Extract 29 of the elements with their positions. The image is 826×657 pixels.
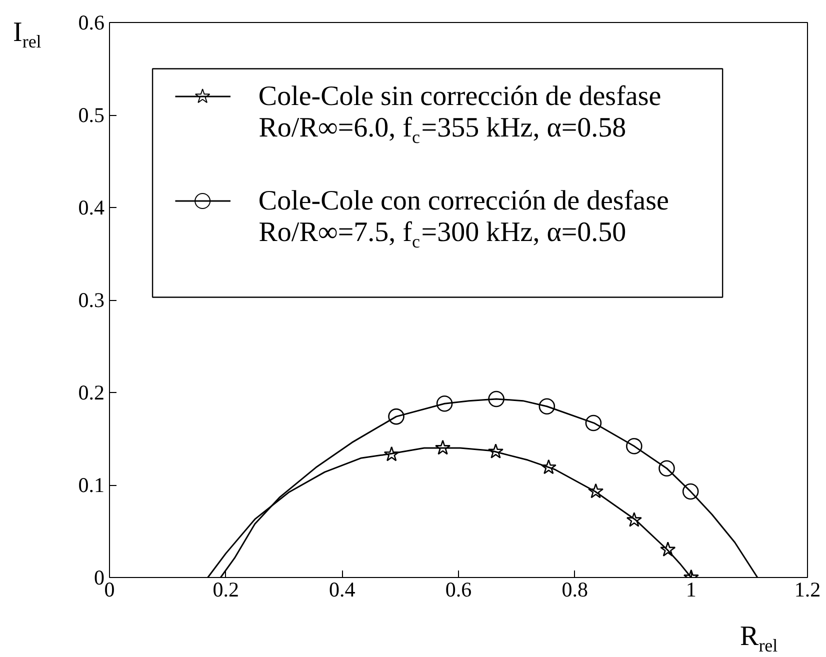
point bbox=[488, 390, 504, 408]
point bbox=[682, 483, 699, 500]
point bbox=[626, 438, 642, 454]
point bbox=[658, 460, 675, 476]
point bbox=[660, 542, 676, 556]
x-tick-label: 0.6 bbox=[445, 578, 472, 602]
y-tick-label: 0.3 bbox=[78, 288, 104, 312]
point bbox=[626, 512, 642, 527]
point bbox=[488, 444, 504, 458]
point bbox=[585, 414, 602, 432]
y-axis-title: I$_{rel}$ bbox=[13, 16, 42, 54]
point bbox=[435, 440, 451, 455]
point bbox=[388, 408, 404, 425]
y-tick-label: 0.4 bbox=[78, 196, 105, 220]
point bbox=[538, 398, 556, 415]
point bbox=[588, 483, 604, 498]
point bbox=[540, 459, 556, 474]
y-tick-label: 0.1 bbox=[78, 473, 104, 497]
x-tick-label: 1.2 bbox=[794, 578, 821, 602]
x-tick-label: 0.2 bbox=[212, 578, 239, 602]
x-tick-label: 0.4 bbox=[329, 578, 356, 602]
x-axis-title: R$_{rel}$ bbox=[740, 620, 778, 657]
x-tick-label: 1 bbox=[686, 578, 696, 602]
x-tick-label: 0.8 bbox=[562, 578, 588, 602]
y-tick-label: 0.6 bbox=[78, 10, 104, 34]
point bbox=[384, 446, 400, 462]
y-tick-label: 0.2 bbox=[78, 380, 104, 404]
point bbox=[436, 395, 453, 412]
y-tick-label: 0.5 bbox=[78, 103, 104, 127]
